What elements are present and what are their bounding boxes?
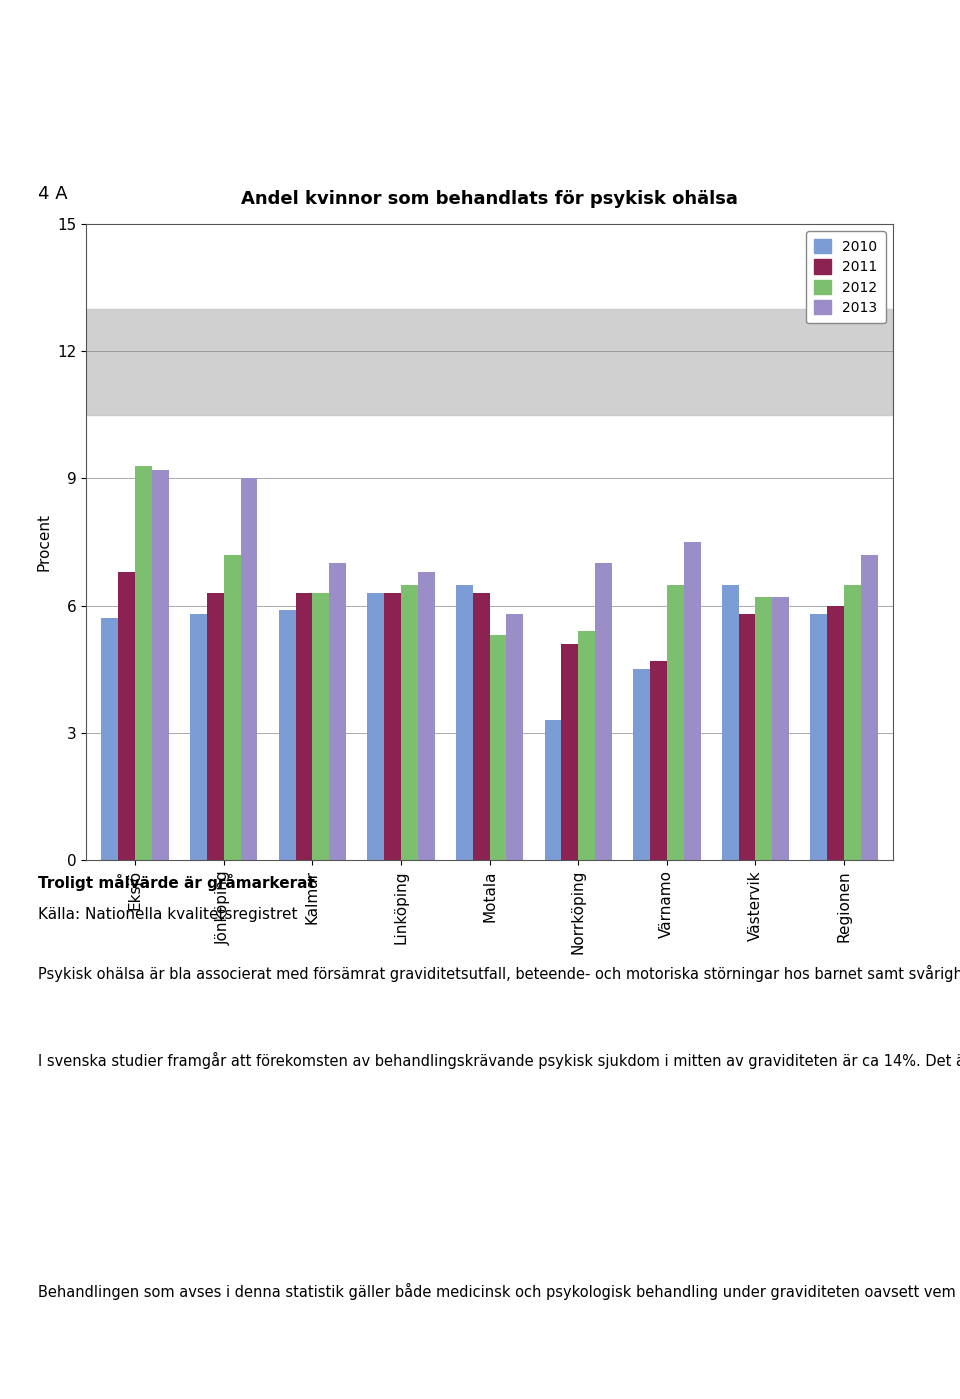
Bar [828, 606, 844, 860]
Bar [418, 572, 435, 860]
Bar [738, 614, 756, 860]
Legend: 2010, 2011, 2012, 2013: 2010, 2011, 2012, 2013 [806, 231, 886, 323]
Bar [278, 610, 296, 860]
Bar [241, 478, 257, 860]
Bar [118, 572, 135, 860]
Bar [544, 720, 562, 860]
Bar [472, 593, 490, 860]
Bar [190, 614, 207, 860]
Bar [562, 644, 578, 860]
Bar [329, 564, 346, 860]
Bar [207, 593, 224, 860]
Bar [844, 585, 861, 860]
Bar [667, 585, 684, 860]
Bar [756, 597, 772, 860]
Bar [296, 593, 312, 860]
Bar [102, 618, 118, 860]
Bar [135, 466, 152, 860]
Bar [384, 593, 401, 860]
Bar [490, 635, 507, 860]
Text: Psykisk ohälsa är bla associerat med försämrat graviditetsutfall, beteende- och : Psykisk ohälsa är bla associerat med för… [38, 965, 960, 982]
Text: 4 A: 4 A [38, 185, 68, 203]
Bar [810, 614, 828, 860]
Bar [595, 564, 612, 860]
Bar [772, 597, 789, 860]
Text: Troligt målvärde är gråmarkerat: Troligt målvärde är gråmarkerat [38, 874, 315, 891]
Bar [578, 631, 595, 860]
Bar [368, 593, 384, 860]
Y-axis label: Procent: Procent [36, 513, 52, 571]
Bar [684, 541, 701, 860]
Bar [634, 669, 650, 860]
Bar [224, 555, 241, 860]
Bar [456, 585, 472, 860]
Text: Behandlingen som avses i denna statistik gäller både medicinsk och psykologisk b: Behandlingen som avses i denna statistik… [38, 1283, 960, 1300]
Bar [86, 309, 893, 414]
Text: Källa: Nationella kvalitetsregistret: Källa: Nationella kvalitetsregistret [38, 907, 298, 922]
Bar [861, 555, 877, 860]
Bar [152, 470, 169, 860]
Bar [401, 585, 418, 860]
Text: I svenska studier framgår att förekomsten av behandlingskrävande psykisk sjukdom: I svenska studier framgår att förekomste… [38, 1052, 960, 1069]
Bar [650, 660, 667, 860]
Bar [722, 585, 738, 860]
Bar [507, 614, 523, 860]
Bar [312, 593, 329, 860]
Title: Andel kvinnor som behandlats för psykisk ohälsa: Andel kvinnor som behandlats för psykisk… [241, 190, 738, 208]
